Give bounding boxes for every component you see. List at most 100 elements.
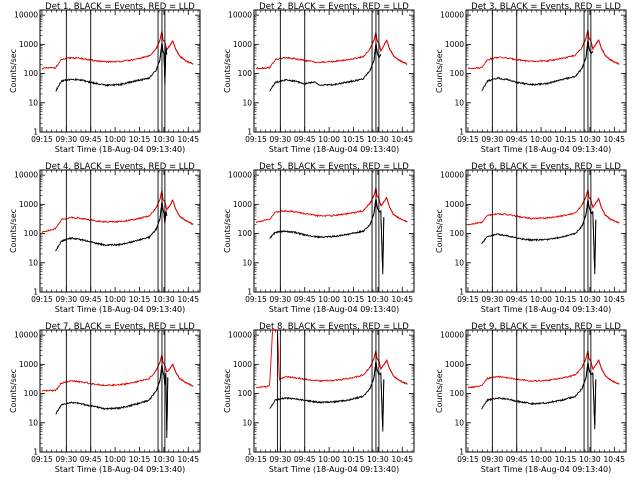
panel-det-9: Det 9, BLACK = Events, RED = LLD 1 10 100 10… — [435, 322, 627, 474]
x-tick-label: 10:00 — [104, 455, 126, 464]
x-axis-label: Start Time (18-Aug-04 09:13:40) — [481, 305, 612, 314]
x-tick-label: 09:15 — [457, 455, 479, 464]
x-tick-label: 10:00 — [530, 135, 552, 144]
x-tick-label: 09:30 — [56, 455, 78, 464]
lld-series-line — [42, 354, 194, 393]
y-axis-label: Counts/sec — [9, 369, 18, 413]
panel-title: Det 2, BLACK = Events, RED = LLD — [259, 2, 409, 12]
panel-det-8: Det 8, BLACK = Events, RED = LLD 1 10 100 10… — [223, 322, 415, 474]
panel-title: Det 6, BLACK = Events, RED = LLD — [471, 162, 621, 172]
y-tick-label: 1000 — [19, 360, 38, 369]
x-tick-label: 09:15 — [31, 135, 53, 144]
x-tick-label: 10:15 — [343, 135, 365, 144]
x-axis-label: Start Time (18-Aug-04 09:13:40) — [481, 465, 612, 474]
x-tick-label: 09:45 — [80, 455, 102, 464]
x-tick-label: 10:30 — [579, 135, 601, 144]
x-axis-label: Start Time (18-Aug-04 09:13:40) — [269, 145, 400, 154]
x-tick-label: 10:15 — [555, 135, 577, 144]
y-tick-label: 10 — [242, 258, 252, 267]
x-tick-label: 10:45 — [391, 295, 413, 304]
panel-det-6: Det 6, BLACK = Events, RED = LLD 1 10 100 10… — [435, 162, 627, 314]
events-series-line — [481, 199, 597, 269]
x-tick-label: 09:30 — [56, 295, 78, 304]
panel-det-1: Det 1, BLACK = Events, RED = LLD 1 10 100 10… — [9, 2, 201, 154]
y-axis-label: Counts/sec — [223, 209, 232, 253]
x-tick-label: 10:00 — [104, 135, 126, 144]
panel-title: Det 9, BLACK = Events, RED = LLD — [471, 322, 621, 332]
y-tick-label: 1000 — [445, 40, 464, 49]
x-tick-label: 10:00 — [530, 455, 552, 464]
y-axis-label: Counts/sec — [9, 49, 18, 93]
x-tick-label: 10:15 — [129, 135, 151, 144]
events-series-peak — [581, 361, 597, 430]
y-tick-label: 1 — [33, 128, 38, 137]
x-tick-label: 09:45 — [294, 455, 316, 464]
y-tick-label: 10000 — [14, 171, 38, 180]
y-tick-label: 100 — [238, 229, 253, 238]
y-tick-label: 1000 — [19, 40, 38, 49]
x-tick-label: 10:15 — [555, 455, 577, 464]
plot-frame — [253, 9, 415, 133]
y-tick-label: 1 — [33, 448, 38, 457]
x-tick-label: 09:45 — [506, 455, 528, 464]
y-tick-label: 1000 — [233, 360, 252, 369]
plot-frame — [253, 169, 415, 293]
x-tick-label: 10:45 — [391, 135, 413, 144]
events-series-peak — [369, 360, 385, 432]
y-tick-label: 1 — [459, 128, 464, 137]
plot-frame — [39, 169, 201, 293]
y-axis-label: Counts/sec — [435, 369, 444, 413]
x-tick-label: 09:15 — [245, 295, 267, 304]
x-tick-label: 09:30 — [270, 135, 292, 144]
y-tick-label: 10000 — [228, 331, 252, 340]
y-tick-label: 100 — [24, 229, 39, 238]
x-tick-label: 10:15 — [343, 455, 365, 464]
x-tick-label: 10:30 — [579, 455, 601, 464]
x-tick-label: 10:00 — [318, 135, 340, 144]
y-tick-label: 10000 — [440, 171, 464, 180]
x-tick-label: 09:15 — [245, 135, 267, 144]
x-tick-label: 09:45 — [294, 135, 316, 144]
panel-det-3: Det 3, BLACK = Events, RED = LLD 1 10 100 10… — [435, 2, 627, 154]
x-tick-label: 09:15 — [31, 295, 53, 304]
x-tick-label: 09:15 — [457, 295, 479, 304]
lld-series-line — [41, 190, 194, 233]
y-tick-label: 1000 — [445, 360, 464, 369]
y-tick-label: 10 — [28, 258, 38, 267]
y-axis-label: Counts/sec — [223, 49, 232, 93]
lld-series-line — [467, 350, 620, 389]
x-tick-label: 10:30 — [367, 455, 389, 464]
y-tick-label: 10000 — [440, 11, 464, 20]
x-tick-label: 09:30 — [482, 135, 504, 144]
panel-title: Det 4, BLACK = Events, RED = LLD — [45, 162, 195, 172]
x-tick-label: 09:30 — [270, 295, 292, 304]
y-tick-label: 100 — [450, 389, 465, 398]
y-tick-label: 1 — [459, 448, 464, 457]
events-series-peak — [155, 41, 168, 86]
events-series-peak — [369, 198, 385, 275]
panel-title: Det 8, BLACK = Events, RED = LLD — [259, 322, 409, 332]
y-tick-label: 100 — [450, 69, 465, 78]
y-tick-label: 100 — [24, 389, 39, 398]
x-tick-label: 09:15 — [31, 455, 53, 464]
events-series-peak — [155, 200, 168, 230]
panel-det-4: Det 4, BLACK = Events, RED = LLD 1 10 100 10… — [9, 162, 201, 314]
panel-title: Det 7, BLACK = Events, RED = LLD — [45, 322, 195, 332]
lld-series-line — [255, 32, 408, 70]
plot-frame — [39, 329, 201, 453]
x-tick-label: 10:45 — [603, 295, 625, 304]
x-tick-label: 10:30 — [153, 135, 175, 144]
x-tick-label: 10:15 — [555, 295, 577, 304]
x-tick-label: 10:30 — [367, 135, 389, 144]
x-tick-label: 09:45 — [80, 135, 102, 144]
y-tick-label: 1 — [247, 128, 252, 137]
events-series-line — [55, 201, 168, 252]
x-tick-label: 10:45 — [177, 295, 199, 304]
lld-series-line — [467, 29, 620, 70]
y-tick-label: 100 — [450, 229, 465, 238]
x-axis-label: Start Time (18-Aug-04 09:13:40) — [269, 465, 400, 474]
y-tick-label: 1 — [33, 288, 38, 297]
lld-series-line — [255, 186, 408, 223]
y-tick-label: 10000 — [440, 331, 464, 340]
